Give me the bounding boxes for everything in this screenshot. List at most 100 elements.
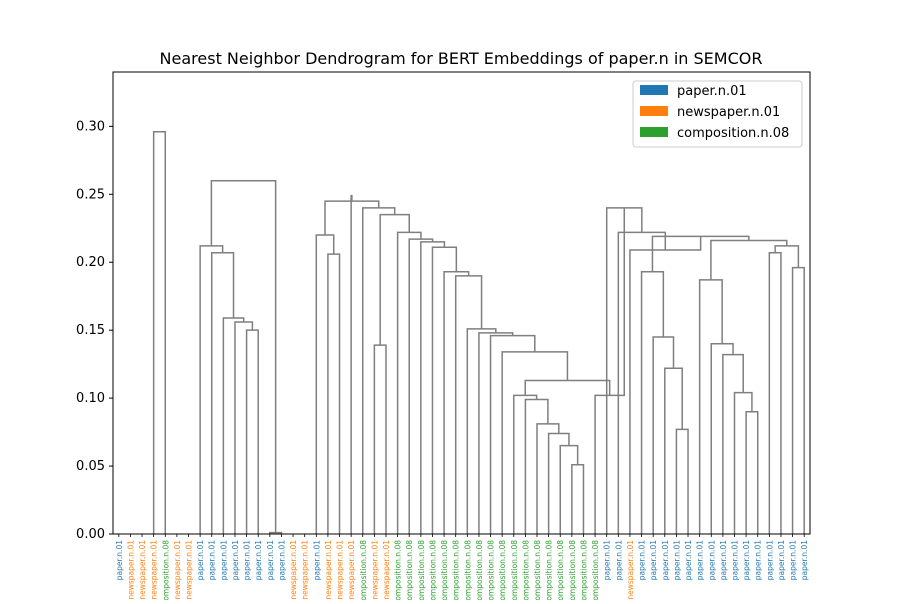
leaf-label: composition.n.08 [579, 540, 588, 600]
dendrogram-link [652, 336, 675, 534]
leaf-label: paper.n.01 [614, 540, 623, 580]
leaf-label: composition.n.08 [568, 540, 577, 600]
y-tick-label: 0.10 [76, 391, 105, 406]
leaf-label: paper.n.01 [243, 540, 252, 580]
dendrogram-link [234, 321, 254, 534]
dendrogram-links [152, 131, 805, 534]
leaf-label: paper.n.01 [765, 540, 774, 580]
x-axis-leaf-labels: paper.n.01 newspaper.n.01 newspaper.n.01 ne… [115, 534, 809, 604]
leaf-label: paper.n.01 [754, 540, 763, 580]
legend-swatch-paper [640, 85, 668, 95]
dendrogram-link [791, 266, 805, 534]
leaf-label: newspaper.n.01 [336, 540, 345, 600]
leaf-label: composition.n.08 [161, 540, 170, 600]
leaf-label: paper.n.01 [277, 540, 286, 580]
legend-label-newspaper: newspaper.n.01 [677, 105, 780, 120]
dendrogram-link [466, 328, 497, 534]
legend-label-paper: paper.n.01 [677, 84, 747, 99]
leaf-label: composition.n.08 [417, 540, 426, 600]
leaf-label: newspaper.n.01 [138, 540, 147, 600]
leaf-label: newspaper.n.01 [301, 540, 310, 600]
leaf-label: paper.n.01 [707, 540, 716, 580]
leaf-label: paper.n.01 [661, 540, 670, 580]
leaf-label: newspaper.n.01 [347, 540, 356, 600]
y-axis: 0.00 0.05 0.10 0.15 0.20 0.25 0.30 [76, 119, 113, 542]
leaf-label: paper.n.01 [115, 540, 124, 580]
dendrogram-link [454, 275, 483, 534]
leaf-label: newspaper.n.01 [626, 540, 635, 600]
dendrogram-link [245, 329, 259, 534]
dendrogram-link [571, 463, 585, 534]
dendrogram-link [594, 207, 626, 534]
dendrogram-link [559, 444, 579, 534]
plot-frame [112, 71, 811, 535]
leaf-label: composition.n.08 [394, 540, 403, 600]
dendrogram-link [362, 207, 396, 534]
leaf-label: newspaper.n.01 [150, 540, 159, 600]
y-tick-label: 0.05 [76, 459, 105, 474]
leaf-label: paper.n.01 [231, 540, 240, 580]
leaf-label: paper.n.01 [208, 540, 217, 580]
leaf-label: paper.n.01 [684, 540, 693, 580]
leaf-label: composition.n.08 [487, 540, 496, 600]
leaf-label: paper.n.01 [312, 540, 321, 580]
y-tick-label: 0.15 [76, 323, 105, 338]
y-tick-label: 0.00 [76, 527, 105, 542]
leaf-label: newspaper.n.01 [289, 540, 298, 600]
chart-title: Nearest Neighbor Dendrogram for BERT Emb… [160, 49, 763, 68]
leaf-label: composition.n.08 [428, 540, 437, 600]
leaf-label: paper.n.01 [730, 540, 739, 580]
dendrogram-link [733, 391, 753, 534]
leaf-label: composition.n.08 [475, 540, 484, 600]
dendrogram-link [547, 432, 570, 534]
dendrogram-link [210, 251, 235, 534]
y-tick-label: 0.25 [76, 187, 105, 202]
dendrogram-link [710, 343, 734, 534]
leaf-label: paper.n.01 [196, 540, 205, 580]
leaf-label: newspaper.n.01 [324, 540, 333, 600]
leaf-label: newspaper.n.01 [185, 540, 194, 600]
legend: paper.n.01 newspaper.n.01 composition.n.… [632, 80, 803, 148]
leaf-label: paper.n.01 [696, 540, 705, 580]
leaf-label: paper.n.01 [254, 540, 263, 580]
leaf-label: paper.n.01 [649, 540, 658, 580]
leaf-label: composition.n.08 [359, 540, 368, 600]
leaf-label: paper.n.01 [266, 540, 275, 580]
dendrogram-link [478, 332, 514, 534]
leaf-label: composition.n.08 [405, 540, 414, 600]
dendrogram-link [315, 234, 335, 534]
legend-swatch-newspaper [640, 106, 668, 116]
dendrogram-link [152, 131, 167, 534]
leaf-label: composition.n.08 [521, 540, 530, 600]
legend-swatch-composition [640, 127, 668, 137]
leaf-label: newspaper.n.01 [382, 540, 391, 600]
dendrogram-link [420, 241, 446, 534]
leaf-label: paper.n.01 [719, 540, 728, 580]
dendrogram-link [327, 253, 341, 534]
dendrogram-link [350, 194, 353, 534]
legend-frame [632, 80, 803, 148]
leaf-label: newspaper.n.01 [126, 540, 135, 600]
leaf-label: paper.n.01 [789, 540, 798, 580]
dendrogram-link [745, 410, 759, 534]
dendrogram-link [210, 179, 277, 533]
dendrogram-link [605, 207, 643, 534]
leaf-label: paper.n.01 [777, 540, 786, 580]
dendrogram-link [489, 334, 536, 534]
leaf-label: paper.n.01 [219, 540, 228, 580]
dendrogram-link [664, 367, 683, 534]
leaf-label: paper.n.01 [638, 540, 647, 580]
dendrogram-link [524, 379, 611, 396]
dendrogram-link [373, 344, 387, 534]
legend-label-composition: composition.n.08 [677, 126, 789, 141]
dendrogram-link [768, 251, 782, 534]
dendrogram-link [774, 245, 800, 268]
leaf-label: newspaper.n.01 [370, 540, 379, 600]
leaf-label: newspaper.n.01 [173, 540, 182, 600]
leaf-label: paper.n.01 [672, 540, 681, 580]
dendrogram-link [222, 317, 245, 534]
leaf-label: composition.n.08 [463, 540, 472, 600]
leaf-label: paper.n.01 [800, 540, 809, 580]
